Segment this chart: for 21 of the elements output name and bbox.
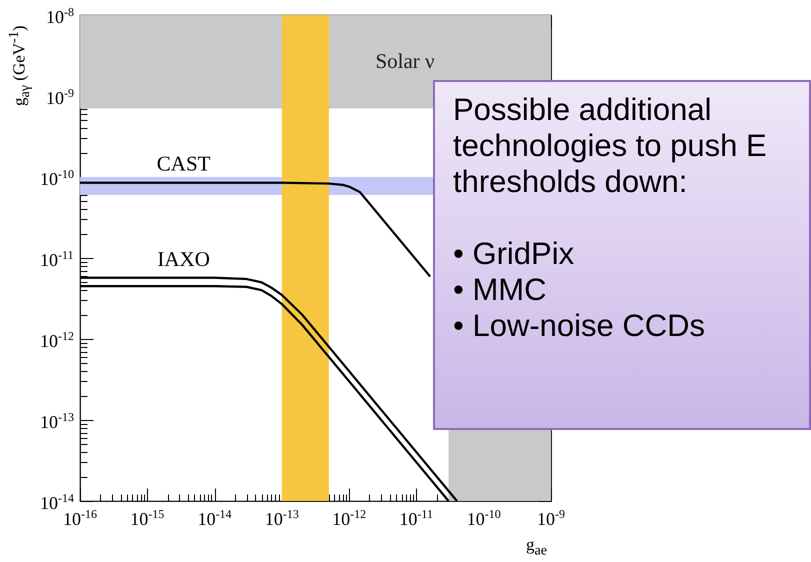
annotation: Possible additional technologies to push E thresholds down: xyxy=(453,92,768,200)
x-axis-title: g$_{ae}$ xyxy=(526,535,548,560)
band-label: Solar ν xyxy=(375,48,435,73)
series-label: IAXO xyxy=(157,246,210,271)
y-tick-label: 10$^{-10}$ xyxy=(40,167,74,189)
series-label: CAST xyxy=(156,152,211,176)
x-tick-label: 10$^{-13}$ xyxy=(264,507,299,529)
x-tick-label: 10$^{-15}$ xyxy=(130,507,164,529)
x-tick-label: 10$^{-12}$ xyxy=(332,507,366,529)
y-tick-label: 10$^{-13}$ xyxy=(40,410,74,432)
y-tick-label: 10$^{-12}$ xyxy=(40,329,74,351)
y-tick-label: 10$^{-8}$ xyxy=(46,5,74,27)
annotation: • MMC xyxy=(453,272,548,308)
annotation: • GridPix xyxy=(453,236,576,272)
x-tick-label: 10$^{-11}$ xyxy=(399,507,433,529)
annotation: • Low-noise CCDs xyxy=(453,308,706,344)
y-tick-label: 10$^{-11}$ xyxy=(40,248,74,270)
x-tick-label: 10$^{-14}$ xyxy=(198,507,232,529)
x-tick-label: 10$^{-10}$ xyxy=(466,507,501,529)
y-tick-label: 10$^{-9}$ xyxy=(46,86,74,108)
x-tick-label: 10$^{-9}$ xyxy=(537,507,565,529)
